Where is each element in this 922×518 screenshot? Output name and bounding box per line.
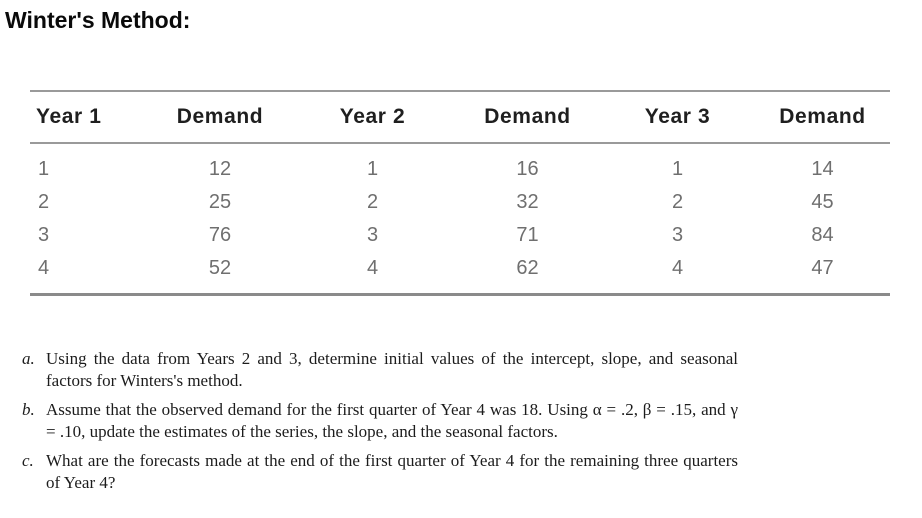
col-header-demand3: Demand xyxy=(755,91,890,144)
question-list: a. Using the data from Years 2 and 3, de… xyxy=(22,348,738,494)
question-b: b. Assume that the observed demand for t… xyxy=(22,399,738,443)
col-header-demand2: Demand xyxy=(455,91,600,144)
page-title: Winter's Method: xyxy=(5,7,191,33)
table-cell: 3 xyxy=(671,224,684,246)
question-c-text: What are the forecasts made at the end o… xyxy=(46,451,738,492)
table-cell: 71 xyxy=(516,224,539,246)
question-c-label: c. xyxy=(22,451,34,470)
question-a: a. Using the data from Years 2 and 3, de… xyxy=(22,348,738,392)
table-cell: 1 xyxy=(671,158,684,180)
table-cell: 12 xyxy=(208,158,232,180)
table-cell: 14 xyxy=(811,158,834,180)
table-cell: 2 xyxy=(38,191,50,213)
table-header-row: Year 1 Demand Year 2 Demand Year 3 Deman… xyxy=(30,91,890,144)
table-row: 4 52 4 62 4 47 xyxy=(30,252,890,295)
table-cell: 76 xyxy=(208,224,232,246)
table-cell: 32 xyxy=(516,191,539,213)
table-cell: 1 xyxy=(366,158,379,180)
table-cell: 47 xyxy=(811,257,834,279)
table-row: 3 76 3 71 3 84 xyxy=(30,219,890,252)
col-header-year2: Year 2 xyxy=(290,91,455,144)
table-cell: 3 xyxy=(366,224,379,246)
table-cell: 25 xyxy=(208,191,232,213)
question-b-label: b. xyxy=(22,400,35,419)
table-cell: 84 xyxy=(811,224,834,246)
table-cell: 2 xyxy=(671,191,684,213)
table-row: 2 25 2 32 2 45 xyxy=(30,186,890,219)
table-cell: 62 xyxy=(516,257,539,279)
question-a-label: a. xyxy=(22,349,35,368)
question-c: c. What are the forecasts made at the en… xyxy=(22,450,738,494)
col-header-demand1: Demand xyxy=(150,91,290,144)
col-header-year3: Year 3 xyxy=(600,91,755,144)
col-header-year1: Year 1 xyxy=(30,91,150,144)
table-cell: 45 xyxy=(811,191,834,213)
table-row: 1 12 1 16 1 14 xyxy=(30,143,890,186)
table-cell: 16 xyxy=(516,158,539,180)
table-cell: 52 xyxy=(208,257,232,279)
question-b-text: Assume that the observed demand for the … xyxy=(46,400,738,441)
table-cell: 4 xyxy=(38,257,50,279)
question-a-text: Using the data from Years 2 and 3, deter… xyxy=(46,349,738,390)
table-cell: 1 xyxy=(38,158,50,180)
table-cell: 3 xyxy=(38,224,50,246)
demand-table: Year 1 Demand Year 2 Demand Year 3 Deman… xyxy=(30,90,890,296)
table-cell: 4 xyxy=(671,257,684,279)
table-cell: 4 xyxy=(366,257,379,279)
table-cell: 2 xyxy=(366,191,379,213)
